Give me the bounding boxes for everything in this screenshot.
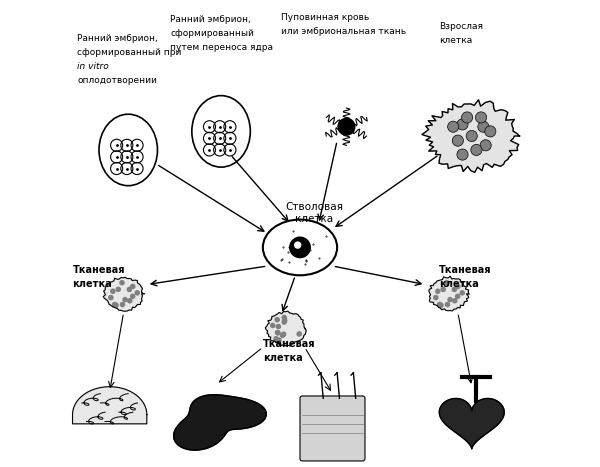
Circle shape	[338, 118, 355, 135]
Text: Взрослая: Взрослая	[439, 22, 483, 31]
Circle shape	[437, 302, 442, 307]
Circle shape	[440, 287, 446, 292]
Circle shape	[296, 331, 302, 337]
Circle shape	[275, 330, 281, 336]
Circle shape	[127, 298, 133, 304]
Polygon shape	[73, 387, 147, 424]
Circle shape	[435, 289, 440, 294]
Circle shape	[273, 336, 279, 341]
Circle shape	[461, 112, 473, 123]
Text: Стволовая: Стволовая	[285, 202, 343, 212]
Polygon shape	[429, 276, 469, 311]
Circle shape	[275, 330, 280, 335]
Circle shape	[127, 287, 132, 292]
Circle shape	[457, 149, 468, 160]
Text: Тканевая: Тканевая	[439, 265, 492, 275]
Circle shape	[455, 283, 461, 289]
Circle shape	[448, 121, 459, 132]
Circle shape	[115, 287, 121, 292]
Text: Тканевая: Тканевая	[263, 339, 316, 349]
Circle shape	[433, 295, 439, 300]
Polygon shape	[103, 277, 144, 311]
Circle shape	[455, 294, 460, 299]
Circle shape	[281, 315, 287, 320]
Circle shape	[466, 130, 478, 142]
Polygon shape	[439, 398, 504, 449]
Text: или эмбриональная ткань: или эмбриональная ткань	[281, 27, 407, 36]
Circle shape	[275, 324, 281, 329]
Circle shape	[452, 298, 458, 304]
Circle shape	[475, 112, 487, 123]
Circle shape	[452, 135, 463, 146]
Circle shape	[485, 126, 496, 137]
Circle shape	[452, 287, 457, 292]
Polygon shape	[173, 395, 266, 450]
Circle shape	[290, 237, 310, 258]
Circle shape	[113, 303, 119, 308]
Text: клетка: клетка	[73, 279, 112, 289]
Circle shape	[447, 297, 453, 303]
Circle shape	[294, 241, 301, 249]
Circle shape	[120, 302, 125, 307]
Text: клетка: клетка	[263, 353, 302, 363]
Circle shape	[119, 280, 125, 285]
Circle shape	[444, 280, 450, 285]
Text: Ранний эмбрион,: Ранний эмбрион,	[77, 34, 158, 43]
Text: Пуповинная кровь: Пуповинная кровь	[281, 13, 370, 22]
Circle shape	[270, 323, 275, 328]
Circle shape	[108, 295, 113, 300]
Circle shape	[276, 337, 282, 343]
Text: оплодотворении: оплодотворении	[77, 76, 157, 85]
Circle shape	[130, 283, 136, 289]
Circle shape	[130, 294, 136, 299]
Circle shape	[282, 318, 287, 323]
Circle shape	[280, 333, 286, 338]
FancyBboxPatch shape	[300, 396, 365, 461]
Text: сформированный: сформированный	[170, 29, 254, 38]
Circle shape	[471, 144, 482, 156]
Text: Ранний эмбрион,: Ранний эмбрион,	[170, 15, 251, 24]
Circle shape	[480, 140, 491, 151]
Circle shape	[460, 290, 465, 296]
Text: in vitro: in vitro	[77, 62, 109, 71]
Circle shape	[457, 119, 468, 130]
Circle shape	[122, 297, 128, 303]
Circle shape	[110, 289, 116, 294]
Circle shape	[134, 290, 140, 296]
Polygon shape	[422, 100, 520, 172]
Text: сформированный при: сформированный при	[77, 48, 182, 57]
Polygon shape	[265, 311, 306, 346]
Circle shape	[112, 302, 118, 307]
Text: клетка: клетка	[439, 279, 479, 289]
Circle shape	[478, 121, 489, 132]
Circle shape	[438, 303, 444, 308]
Text: Тканевая: Тканевая	[73, 265, 125, 275]
Circle shape	[281, 319, 287, 325]
Circle shape	[274, 317, 280, 323]
Circle shape	[445, 302, 450, 307]
Circle shape	[281, 332, 286, 337]
Text: клетка: клетка	[439, 36, 473, 45]
Text: путем переноса ядра: путем переноса ядра	[170, 43, 273, 52]
Text: клетка: клетка	[295, 214, 333, 224]
